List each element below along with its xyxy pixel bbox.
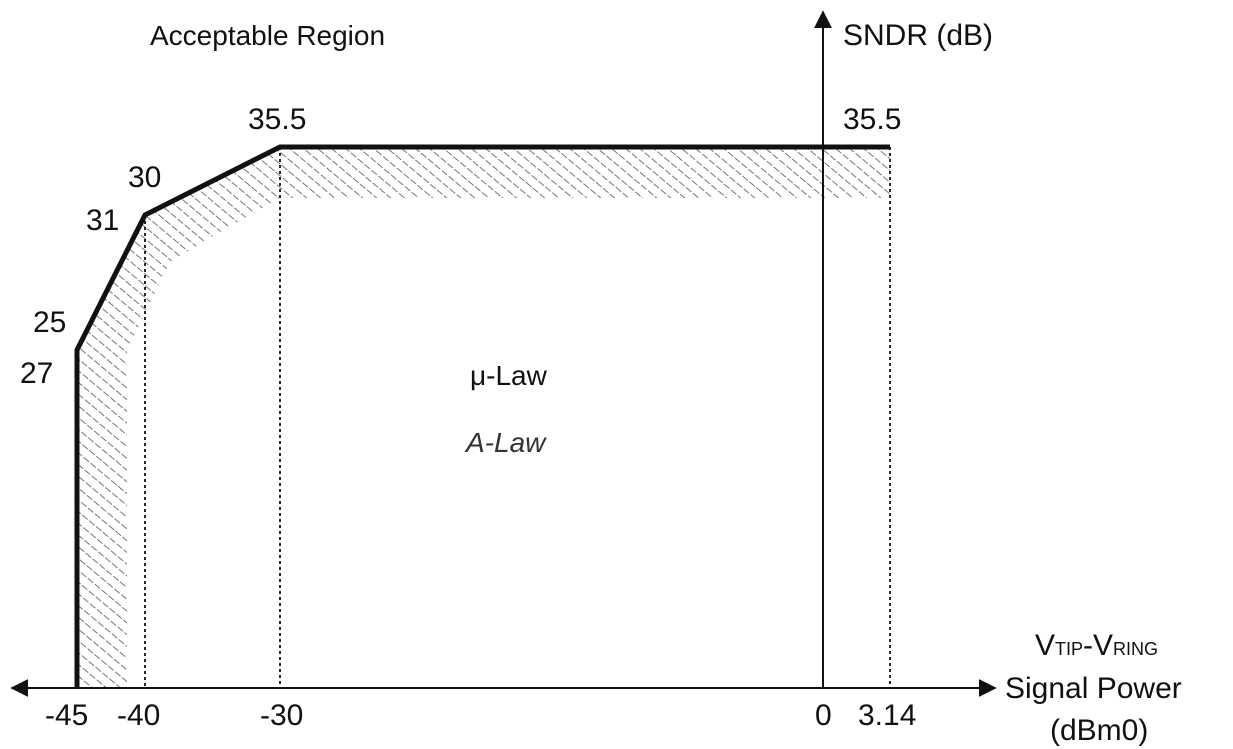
x-tick-label: -40: [117, 699, 160, 732]
chart-title: Acceptable Region: [150, 20, 385, 51]
acceptable-region-hatch: [77, 147, 890, 688]
x-axis-label-line1: VTIP-VRING: [1035, 629, 1158, 662]
point-labels: 25 27 30 31 35.5 35.5: [20, 103, 901, 390]
point-label: 35.5: [843, 103, 901, 136]
point-label: 30: [128, 161, 161, 194]
x-axis-label-v1: V: [1035, 629, 1055, 662]
x-axis-label-sub2: RING: [1113, 639, 1158, 659]
x-tick-label: 0: [815, 699, 832, 732]
x-axis-label-line3: (dBm0): [1050, 714, 1148, 747]
region-label-mu-law: μ-Law: [470, 360, 548, 391]
dotted-guides: [144, 147, 891, 688]
point-label: 25: [33, 306, 66, 339]
point-label: 27: [20, 357, 53, 390]
x-axis-label-sub1: TIP: [1055, 639, 1083, 659]
series-line-mu-law: [74, 144, 890, 688]
point-label: 31: [86, 204, 119, 237]
point-label: 35.5: [248, 103, 306, 136]
y-axis-label: SNDR (dB): [843, 19, 993, 52]
x-axis-label-sep: -V: [1083, 629, 1113, 662]
x-tick-labels: -45 -40 -30 0 3.14: [45, 699, 916, 732]
x-axis-label-line2: Signal Power: [1005, 672, 1182, 705]
x-tick-label: 3.14: [858, 699, 916, 732]
x-tick-label: -30: [260, 699, 303, 732]
region-label-a-law: A-Law: [464, 427, 547, 458]
x-tick-label: -45: [45, 699, 88, 732]
